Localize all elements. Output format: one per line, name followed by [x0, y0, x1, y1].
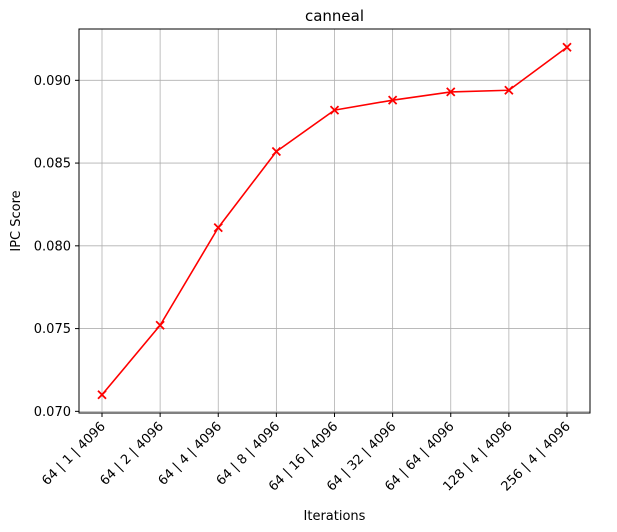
- data-point-marker: [329, 105, 340, 115]
- data-point-marker: [271, 146, 282, 157]
- data-point-marker: [504, 85, 514, 95]
- data-point-marker: [155, 320, 165, 330]
- y-tick-label: 0.090: [34, 74, 71, 89]
- y-tick-label: 0.070: [34, 405, 71, 420]
- data-point-marker: [97, 390, 107, 400]
- x-axis-title: Iterations: [304, 509, 366, 524]
- y-tick-label: 0.075: [34, 322, 71, 337]
- y-axis: 0.070 0.075 0.080 0.085 0.090: [34, 74, 79, 420]
- data-point-marker: [562, 42, 572, 52]
- series-layer: [97, 42, 572, 400]
- data-point-marker: [446, 87, 456, 97]
- chart-title: canneal: [305, 7, 364, 25]
- y-tick-label: 0.080: [34, 239, 71, 254]
- y-tick-label: 0.085: [34, 157, 71, 172]
- y-axis-title: IPC Score: [9, 190, 24, 251]
- data-point-marker: [213, 222, 223, 233]
- data-point-marker: [387, 95, 398, 105]
